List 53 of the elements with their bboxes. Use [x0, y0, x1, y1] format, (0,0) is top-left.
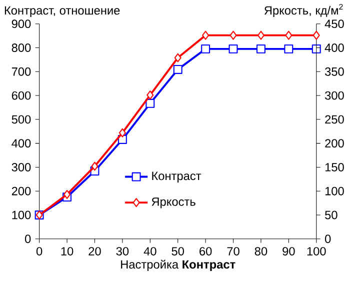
- y-tick-label: 200: [12, 186, 31, 196]
- y-tick-label: 300: [12, 162, 31, 172]
- x-tick-label: 90: [282, 246, 295, 256]
- y-tick-label: 400: [12, 138, 31, 148]
- point: [256, 44, 266, 54]
- point: [146, 98, 155, 108]
- y-tick-label: 800: [12, 43, 31, 52]
- point: [146, 90, 154, 100]
- y2-tick-label: 450: [324, 19, 344, 28]
- x-tick-label: 60: [200, 246, 212, 256]
- y-tick-label: 500: [12, 115, 31, 124]
- x-tick-label: 50: [172, 246, 184, 256]
- y2-tick-label: 150: [325, 162, 344, 172]
- y-tick-label: 900: [12, 19, 31, 28]
- x-tick-label: 70: [227, 246, 240, 256]
- point: [174, 53, 182, 62]
- legend-label: Яркость: [152, 197, 196, 208]
- point: [285, 30, 292, 40]
- legend-label: Контраст: [152, 172, 202, 182]
- point: [64, 190, 71, 199]
- y2-tick-label: 100: [325, 186, 344, 196]
- x-tick-label: 10: [61, 246, 74, 256]
- point: [284, 44, 294, 54]
- point: [228, 44, 238, 54]
- y-tick-label: 600: [12, 91, 31, 100]
- y2-tick-label: 200: [325, 138, 344, 148]
- x-tick-label: 30: [116, 246, 129, 256]
- x-tick-label: 80: [254, 246, 268, 256]
- x-axis-title: Настройка Контраст: [121, 260, 236, 271]
- y-tick-label: 700: [12, 67, 31, 76]
- y-tick-label: 0: [24, 234, 31, 243]
- y2-tick-label: 250: [325, 115, 344, 124]
- point: [257, 30, 264, 40]
- point: [230, 30, 237, 40]
- point: [312, 44, 321, 54]
- point: [91, 162, 98, 171]
- x-tick-label: 40: [144, 246, 156, 256]
- y2-tick-label: 50: [325, 210, 338, 220]
- point: [202, 30, 210, 40]
- y2-tick-label: 350: [325, 67, 344, 76]
- point: [312, 30, 320, 40]
- x-tick-label: 0: [36, 246, 42, 256]
- y-axis-title: Контраст, отношение: [4, 6, 120, 17]
- y2-axis-title: Яркость, кд/м$^{2}$: [264, 4, 343, 17]
- y2-tick-label: 300: [325, 91, 344, 100]
- x-tick-label: 100: [307, 246, 326, 256]
- y-tick-label: 100: [12, 210, 31, 220]
- x-tick-label: 20: [88, 246, 101, 256]
- y2-tick-label: 400: [324, 43, 344, 52]
- point: [201, 44, 210, 54]
- point: [118, 128, 126, 138]
- y2-tick-label: 0: [325, 234, 331, 243]
- point: [173, 64, 182, 74]
